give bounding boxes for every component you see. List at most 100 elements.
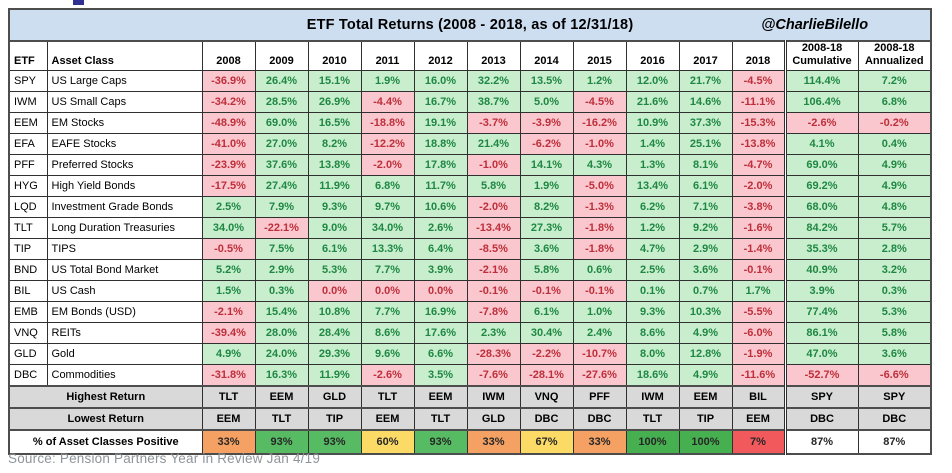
annualized-return-cell: 0.4% [857, 133, 932, 155]
return-cell: 1.2% [625, 217, 680, 239]
summary-ticker-cell: TLT [413, 407, 468, 431]
summary-ticker-cell: TLT [254, 407, 309, 431]
cumulative-return-cell: 86.1% [783, 322, 859, 344]
table-row: DBC Commodities -31.8% 16.3% 11.9% -2.6% 3.5% -… [8, 364, 932, 387]
title-row: ETF Total Returns (2008 - 2018, as of 12… [8, 8, 932, 42]
annualized-header-line1: 2008-18 [874, 42, 915, 54]
return-cell: 29.3% [307, 343, 362, 365]
return-cell: 2.4% [572, 322, 627, 344]
return-cell: -1.9% [731, 343, 786, 365]
return-cell: -2.1% [201, 301, 256, 323]
return-cell: 1.5% [201, 280, 256, 302]
table-row: BND US Total Bond Market 5.2% 2.9% 5.3% 7.7% 3… [8, 259, 932, 281]
lowest-return-row-label: Lowest Return [8, 407, 203, 431]
asset-class-cell: Gold [46, 343, 203, 365]
year-header: 2008 [201, 40, 256, 71]
return-cell: -3.9% [519, 112, 574, 134]
return-cell: 37.6% [254, 154, 309, 176]
cumulative-return-cell: 69.0% [783, 154, 859, 176]
return-cell: -0.1% [519, 280, 574, 302]
summary-ticker-cell: EEM [360, 407, 415, 431]
summary-ticker-cell: IWM [466, 385, 521, 409]
return-cell: -7.6% [466, 364, 521, 387]
return-cell: -18.8% [360, 112, 415, 134]
return-cell: -0.1% [572, 280, 627, 302]
summary-ticker-cell: DBC [857, 407, 932, 431]
title-bar: ETF Total Returns (2008 - 2018, as of 12… [8, 8, 932, 42]
return-cell: 4.7% [625, 238, 680, 260]
year-header: 2016 [625, 40, 680, 71]
return-cell: 9.2% [678, 217, 733, 239]
table-row: IWM US Small Caps -34.2% 28.5% 26.9% -4.4% 16.… [8, 91, 932, 113]
summary-ticker-cell: DBC [572, 407, 627, 431]
return-cell: 16.9% [413, 301, 468, 323]
clipped-logo-fragment [73, 0, 84, 5]
year-header: 2013 [466, 40, 521, 71]
page-title: ETF Total Returns (2008 - 2018, as of 12… [306, 17, 634, 33]
asset-class-cell: TIPS [46, 238, 203, 260]
twitter-handle: @CharlieBilello [761, 17, 869, 33]
return-cell: -5.5% [731, 301, 786, 323]
cumulative-return-cell: 114.4% [783, 70, 859, 92]
highest-return-row-label: Highest Return [8, 385, 203, 409]
asset-class-cell: Commodities [46, 364, 203, 387]
return-cell: 69.0% [254, 112, 309, 134]
year-header: 2014 [519, 40, 574, 71]
year-header: 2017 [678, 40, 733, 71]
return-cell: 28.0% [254, 322, 309, 344]
return-cell: 0.1% [625, 280, 680, 302]
table-row: HYG High Yield Bonds -17.5% 27.4% 11.9% 6.8% 1… [8, 175, 932, 197]
return-cell: 21.7% [678, 70, 733, 92]
pct-positive-cell: 100% [678, 429, 733, 455]
return-cell: -1.3% [572, 196, 627, 218]
annualized-return-cell: 4.9% [857, 154, 932, 176]
cumulative-return-cell: 69.2% [783, 175, 859, 197]
return-cell: 4.9% [678, 364, 733, 387]
return-cell: -2.0% [731, 175, 786, 197]
return-cell: 0.6% [572, 259, 627, 281]
return-cell: 15.1% [307, 70, 362, 92]
etf-ticker-cell: TIP [8, 238, 48, 260]
return-cell: 15.4% [254, 301, 309, 323]
annualized-return-cell: 2.8% [857, 238, 932, 260]
column-header-row: ETF Asset Class 2008 2009 2010 2011 2012… [8, 40, 932, 71]
table-row: VNQ REITs -39.4% 28.0% 28.4% 8.6% 17.6% 2.3% 30.… [8, 322, 932, 344]
return-cell: 6.4% [413, 238, 468, 260]
return-cell: 7.7% [360, 301, 415, 323]
return-cell: 4.9% [678, 322, 733, 344]
cumulative-return-cell: 3.9% [783, 280, 859, 302]
lowest-return-row: Lowest Return EEM TLT TIP EEM TLT GLD DBC DBC TLT… [8, 407, 932, 431]
return-cell: 1.9% [360, 70, 415, 92]
return-cell: -17.5% [201, 175, 256, 197]
asset-class-cell: US Cash [46, 280, 203, 302]
return-cell: 8.0% [625, 343, 680, 365]
annualized-return-cell: 7.2% [857, 70, 932, 92]
etf-ticker-cell: VNQ [8, 322, 48, 344]
return-cell: 1.3% [625, 154, 680, 176]
return-cell: 28.5% [254, 91, 309, 113]
annualized-return-cell: -6.6% [857, 364, 932, 387]
annualized-return-cell: 3.2% [857, 259, 932, 281]
table-row: EMB EM Bonds (USD) -2.1% 15.4% 10.8% 7.7% 16.9… [8, 301, 932, 323]
return-cell: 17.6% [413, 322, 468, 344]
table-row: SPY US Large Caps -36.9% 26.4% 15.1% 1.9% 16.0… [8, 70, 932, 92]
summary-ticker-cell: VNQ [519, 385, 574, 409]
return-cell: 9.0% [307, 217, 362, 239]
cumulative-return-cell: 4.1% [783, 133, 859, 155]
return-cell: 6.1% [519, 301, 574, 323]
etf-ticker-cell: GLD [8, 343, 48, 365]
return-cell: -48.9% [201, 112, 256, 134]
return-cell: 13.5% [519, 70, 574, 92]
asset-class-cell: REITs [46, 322, 203, 344]
summary-ticker-cell: IWM [625, 385, 680, 409]
return-cell: 8.6% [360, 322, 415, 344]
asset-class-cell: Investment Grade Bonds [46, 196, 203, 218]
return-cell: 0.0% [360, 280, 415, 302]
annualized-return-cell: 0.3% [857, 280, 932, 302]
return-cell: 10.3% [678, 301, 733, 323]
return-cell: 5.2% [201, 259, 256, 281]
return-cell: 13.3% [360, 238, 415, 260]
return-cell: 2.5% [625, 259, 680, 281]
annualized-column-header: 2008-18 Annualized [857, 40, 932, 71]
return-cell: 5.8% [519, 259, 574, 281]
